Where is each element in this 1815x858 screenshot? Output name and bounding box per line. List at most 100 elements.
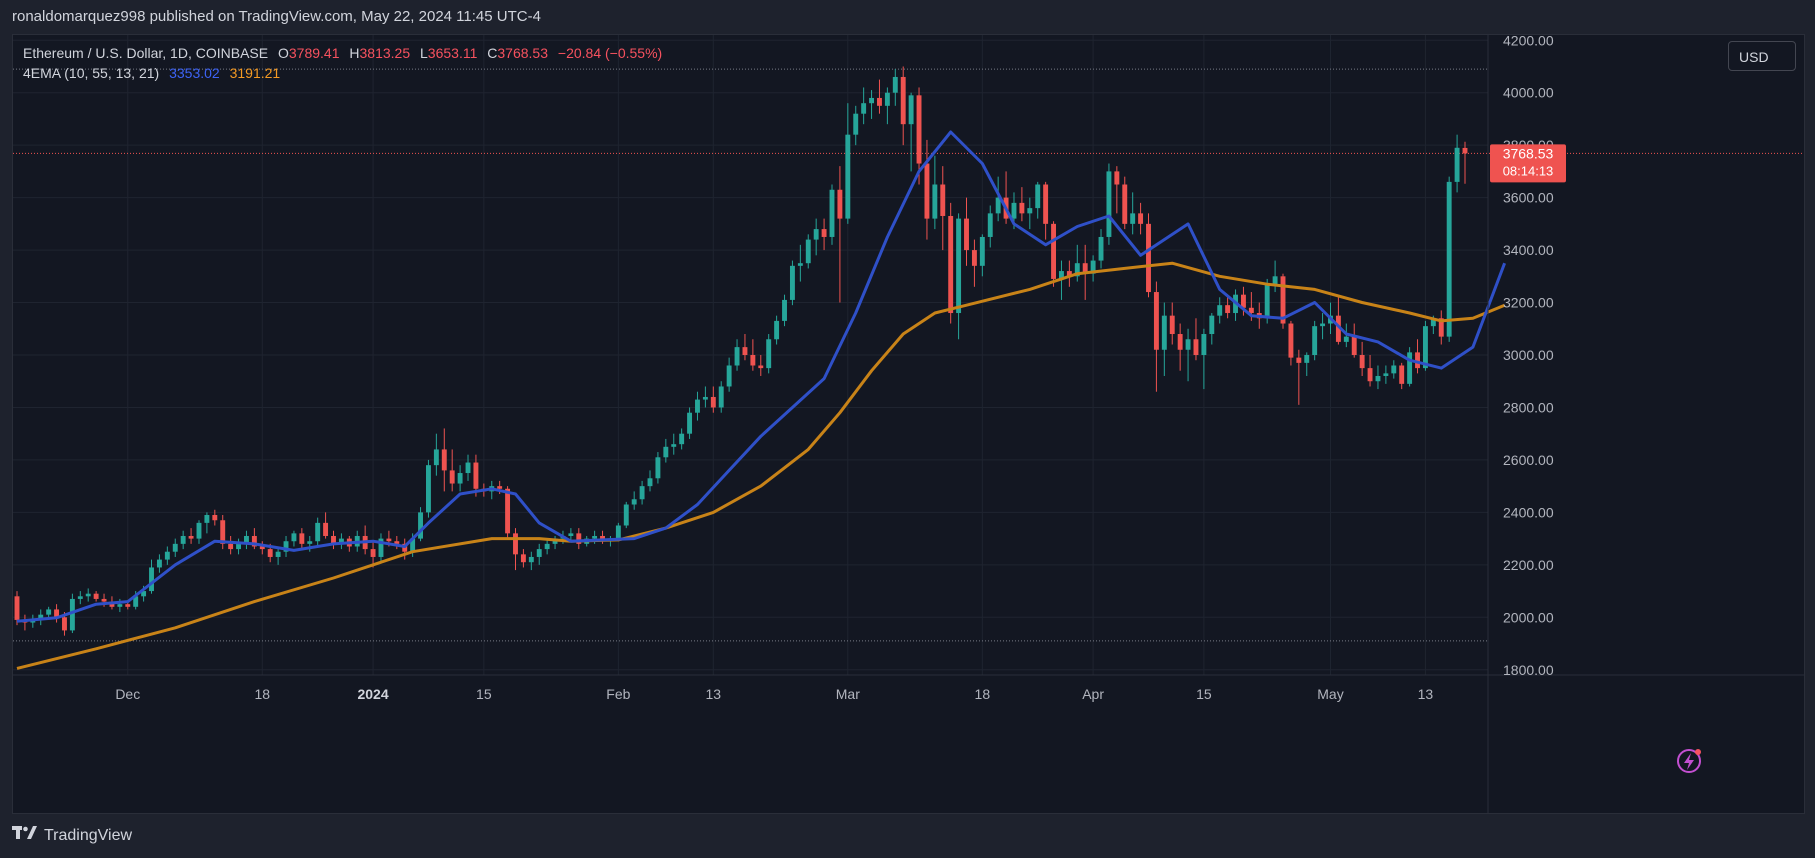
candle-down[interactable] <box>323 522 329 536</box>
candle-up[interactable] <box>1098 236 1104 261</box>
candle-up[interactable] <box>702 396 708 400</box>
candle-up[interactable] <box>85 593 91 597</box>
candle-up[interactable] <box>307 541 313 544</box>
candle-up[interactable] <box>639 486 645 500</box>
candle-down[interactable] <box>1138 213 1144 224</box>
currency-button[interactable]: USD <box>1728 41 1796 71</box>
lightning-icon[interactable] <box>1677 749 1701 773</box>
candle-up[interactable] <box>979 236 985 266</box>
candle-up[interactable] <box>204 515 210 523</box>
candle-up[interactable] <box>196 522 202 539</box>
candle-up[interactable] <box>932 184 938 219</box>
candle-up[interactable] <box>77 596 83 599</box>
candle-down[interactable] <box>964 218 969 251</box>
candle-up[interactable] <box>1059 271 1064 279</box>
candle-down[interactable] <box>1114 171 1120 185</box>
candle-up[interactable] <box>797 263 803 266</box>
candle-down[interactable] <box>505 488 511 534</box>
candle-up[interactable] <box>805 239 811 264</box>
candle-down[interactable] <box>1359 355 1365 369</box>
candle-up[interactable] <box>1446 181 1452 337</box>
candle-up[interactable] <box>615 525 621 539</box>
candle-up[interactable] <box>718 386 724 408</box>
chart-pane[interactable]: 1800.00 2000.00 2200.00 2400.00 2600.00 2800.… <box>12 34 1805 814</box>
candle-down[interactable] <box>1153 292 1159 350</box>
candle-up[interactable] <box>829 189 835 237</box>
candle-up[interactable] <box>433 449 439 466</box>
candle-down[interactable] <box>1335 315 1341 342</box>
candle-down[interactable] <box>940 184 946 216</box>
candle-down[interactable] <box>251 535 257 547</box>
candle-down[interactable] <box>1248 307 1254 314</box>
candle-down[interactable] <box>14 596 20 620</box>
candle-up[interactable] <box>884 92 890 106</box>
candle-up[interactable] <box>1185 339 1191 350</box>
candle-down[interactable] <box>520 554 526 563</box>
candle-up[interactable] <box>338 538 344 544</box>
candle-down[interactable] <box>93 593 99 599</box>
candle-down[interactable] <box>1399 365 1405 384</box>
candle-up[interactable] <box>465 462 471 474</box>
candle-up[interactable] <box>536 549 542 557</box>
candle-down[interactable] <box>1288 323 1294 358</box>
candle-up[interactable] <box>1407 352 1413 384</box>
candle-up[interactable] <box>647 478 653 487</box>
candle-down[interactable] <box>576 533 582 544</box>
tradingview-brand[interactable]: TradingView <box>44 827 133 844</box>
candle-up[interactable] <box>734 347 740 366</box>
candle-down[interactable] <box>924 163 930 219</box>
candle-up[interactable] <box>995 197 1001 214</box>
candle-up[interactable] <box>38 614 44 620</box>
candle-up[interactable] <box>1035 184 1041 209</box>
candle-up[interactable] <box>1343 336 1349 342</box>
candle-up[interactable] <box>180 535 186 544</box>
candle-up[interactable] <box>1011 202 1017 219</box>
candle-up[interactable] <box>283 541 289 552</box>
candle-up[interactable] <box>1454 147 1460 182</box>
candle-up[interactable] <box>845 134 851 219</box>
candle-up[interactable] <box>1430 318 1436 327</box>
candle-up[interactable] <box>117 604 123 607</box>
candle-down[interactable] <box>370 549 376 557</box>
candle-up[interactable] <box>663 446 669 458</box>
candle-down[interactable] <box>877 97 882 106</box>
candle-up[interactable] <box>418 512 423 539</box>
candle-down[interactable] <box>331 535 336 544</box>
candle-down[interactable] <box>742 347 748 355</box>
candle-up[interactable] <box>568 533 574 536</box>
candle-down[interactable] <box>394 541 400 544</box>
candle-down[interactable] <box>1169 315 1175 335</box>
candle-down[interactable] <box>386 538 392 542</box>
candle-down[interactable] <box>1351 336 1357 355</box>
tradingview-logo-icon[interactable] <box>12 822 38 850</box>
candle-up[interactable] <box>1074 263 1080 277</box>
candle-up[interactable] <box>655 457 661 479</box>
candle-up[interactable] <box>789 265 795 300</box>
candlestick-chart[interactable]: 1800.00 2000.00 2200.00 2400.00 2600.00 2800.… <box>13 35 1804 813</box>
candle-down[interactable] <box>971 250 977 266</box>
candle-up[interactable] <box>1375 375 1381 382</box>
candle-up[interactable] <box>544 543 550 550</box>
candle-up[interactable] <box>528 556 534 563</box>
candle-up[interactable] <box>46 609 52 615</box>
candle-up[interactable] <box>149 567 154 592</box>
candle-down[interactable] <box>1082 263 1088 274</box>
candle-down[interactable] <box>220 520 226 544</box>
candle-down[interactable] <box>299 533 305 544</box>
candle-down[interactable] <box>449 470 455 484</box>
candle-up[interactable] <box>164 551 170 560</box>
candle-up[interactable] <box>908 95 914 125</box>
candle-down[interactable] <box>821 229 827 237</box>
candle-up[interactable] <box>687 412 693 434</box>
candle-up[interactable] <box>236 543 242 550</box>
candle-up[interactable] <box>956 218 962 314</box>
candle-up[interactable] <box>172 543 178 552</box>
candle-up[interactable] <box>141 591 147 597</box>
candle-up[interactable] <box>426 465 431 513</box>
candle-up[interactable] <box>1264 284 1270 319</box>
candle-down[interactable] <box>513 533 518 555</box>
candle-down[interactable] <box>1193 339 1199 355</box>
candle-up[interactable] <box>726 365 732 387</box>
candle-down[interactable] <box>441 449 447 471</box>
candle-down[interactable] <box>228 543 234 550</box>
